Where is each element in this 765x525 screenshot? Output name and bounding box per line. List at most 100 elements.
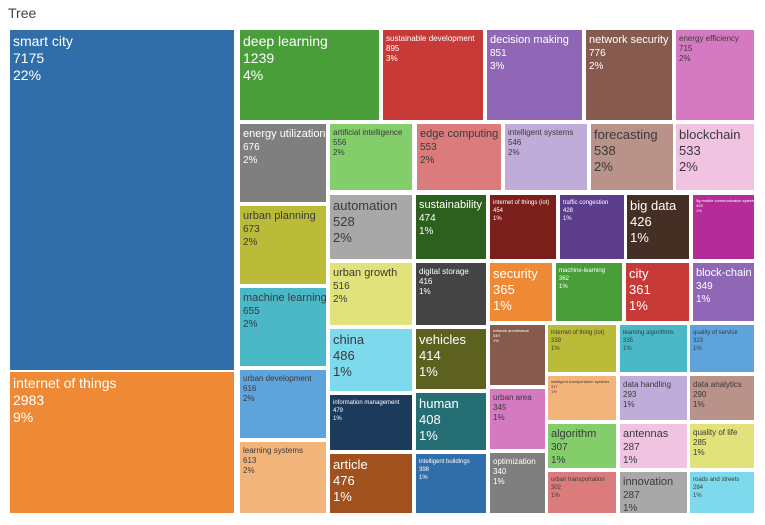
tile-pct: 1% <box>419 364 438 379</box>
tile-value: 398 <box>419 467 430 473</box>
tile-label: block-chain <box>696 267 752 279</box>
tile-urban-growth[interactable]: urban growth 516 2% <box>330 263 412 325</box>
tile-machine-learning[interactable]: machine learning 655 2% <box>240 288 327 366</box>
tile-value: 655 <box>243 306 260 317</box>
tile-pct: 3% <box>386 54 398 63</box>
tile-value: 516 <box>333 281 350 292</box>
tile-intelligent-buildings[interactable]: intelligent buildings 398 1% <box>416 454 486 513</box>
tile-label: algorithm <box>551 428 596 440</box>
tile-rect <box>416 454 486 513</box>
tile-rect <box>490 263 552 321</box>
tile-label: network architecture <box>493 328 530 333</box>
tile-decision-making[interactable]: decision making 851 3% <box>487 30 582 120</box>
tile-label: quality of service <box>693 330 738 336</box>
tile-pct: 3% <box>490 61 505 72</box>
tile-pct: 1% <box>696 208 702 213</box>
tile-label: human <box>419 396 459 411</box>
tile-label: city <box>629 266 649 281</box>
tile-sustainability[interactable]: sustainability 474 1% <box>416 195 486 259</box>
tile-value: 365 <box>493 282 515 297</box>
tile-quality-of-service[interactable]: quality of service 323 1% <box>690 325 754 372</box>
tile-rect <box>591 124 673 190</box>
tile-value: 613 <box>243 456 257 465</box>
tile-value: 335 <box>623 338 634 344</box>
tile-energy-utilization[interactable]: energy utilization 676 2% <box>240 124 326 202</box>
tile-value: 616 <box>243 384 257 393</box>
tile-value: 776 <box>589 48 606 59</box>
tile-value: 349 <box>493 333 500 338</box>
tile-rect <box>560 195 624 259</box>
tile-pct: 2% <box>243 394 255 403</box>
tile-pct: 1% <box>630 230 649 245</box>
tile-value: 533 <box>679 143 701 158</box>
tile-learning-algorithms[interactable]: learning algorithms 335 1% <box>620 325 687 372</box>
tile-information-management[interactable]: information management 479 1% <box>330 395 412 450</box>
tile-label: sustainable development <box>386 34 475 43</box>
tile-traffic-congestion[interactable]: traffic congestion 428 1% <box>560 195 624 259</box>
tile-machine-learning[interactable]: machine-learning 362 1% <box>556 263 622 321</box>
tile-label: antennas <box>623 428 669 440</box>
tile-pct: 4% <box>243 67 263 83</box>
tile-rect <box>330 454 412 513</box>
tile-label: article <box>333 457 368 472</box>
tile-internet-of-thing-iot[interactable]: internet of thing (iot) 339 1% <box>548 325 616 372</box>
tile-rect <box>693 263 754 321</box>
tile-label: china <box>333 332 365 347</box>
tile-urban-planning[interactable]: urban planning 673 2% <box>240 206 326 284</box>
tile-value: 7175 <box>13 50 44 66</box>
tile-rect <box>693 195 754 259</box>
tile-label: data analytics <box>693 380 742 389</box>
tile-rect <box>10 372 234 513</box>
tile-pct: 1% <box>623 346 632 352</box>
tile-pct: 1% <box>419 428 438 443</box>
tile-value: 454 <box>493 208 504 214</box>
tile-label: information management <box>333 400 400 406</box>
tile-rect <box>548 472 616 513</box>
tile-antennas[interactable]: antennas 287 1% <box>620 424 687 468</box>
tile-label: digital storage <box>419 267 469 276</box>
tile-rect <box>620 472 687 513</box>
tile-value: 538 <box>594 143 616 158</box>
tile-block-chain[interactable]: block-chain 349 1% <box>693 263 754 321</box>
tile-label: internet of things <box>13 375 117 391</box>
tile-internet-of-things-iot[interactable]: internet of things (iot) 454 1% <box>490 195 556 259</box>
tile-network-security[interactable]: network security 776 2% <box>586 30 672 120</box>
tile-edge-computing[interactable]: edge computing 553 2% <box>417 124 501 190</box>
tile-roads-and-streets[interactable]: roads and streets 284 1% <box>690 472 754 513</box>
tile-algorithm[interactable]: algorithm 307 1% <box>548 424 616 468</box>
tile-value: 676 <box>243 142 260 153</box>
tile-pct: 2% <box>508 148 520 157</box>
tile-innovation[interactable]: innovation 287 1% <box>620 472 687 514</box>
tile-pct: 2% <box>243 466 255 475</box>
tile-pct: 9% <box>13 409 33 425</box>
tile-urban-transportation[interactable]: urban transportation 302 1% <box>548 472 616 513</box>
